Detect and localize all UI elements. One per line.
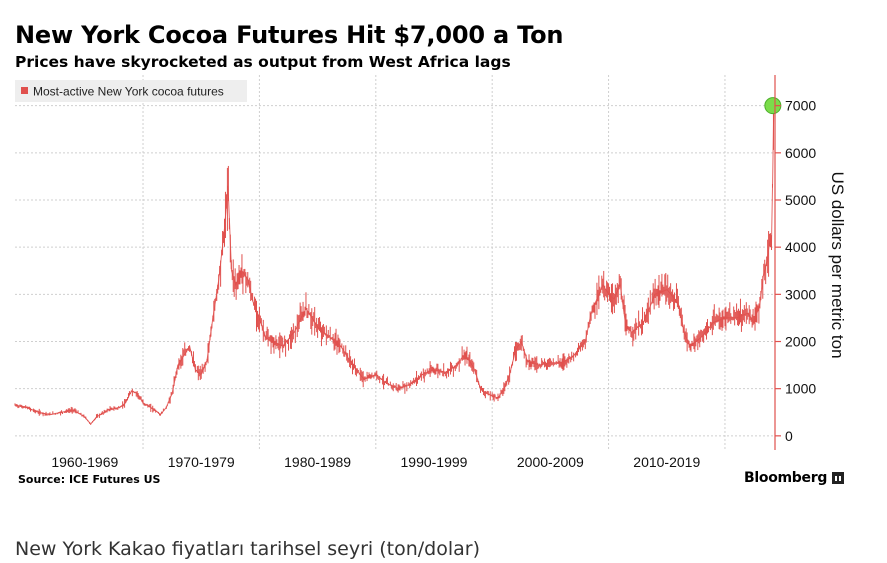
axis-layer: 0 1000 2000 3000 4000 5000 6000 7000 1960-1969 19… xyxy=(51,75,816,470)
y-tick-label: 3000 xyxy=(785,286,816,302)
x-tick-label: 1990-1999 xyxy=(401,454,468,470)
y-tick-label: 0 xyxy=(785,428,793,444)
image-caption: New York Kakao fiyatları tarihsel seyri … xyxy=(15,538,480,560)
cocoa-price-chart: Most-active New York cocoa futures 0 1000… xyxy=(14,75,847,470)
y-tick-label: 7000 xyxy=(785,98,816,114)
chart-title: New York Cocoa Futures Hit $7,000 a Ton xyxy=(15,21,564,49)
source-note: Source: ICE Futures US xyxy=(18,473,161,486)
chart-subtitle: Prices have skyrocketed as output from W… xyxy=(15,53,511,71)
y-tick-label: 5000 xyxy=(785,192,816,208)
x-tick-label: 1970-1979 xyxy=(168,454,235,470)
legend: Most-active New York cocoa futures xyxy=(15,80,247,102)
y-axis-label: US dollars per metric ton xyxy=(828,171,847,358)
x-tick-label: 1980-1989 xyxy=(284,454,351,470)
bloomberg-terminal-icon xyxy=(832,472,845,484)
x-tick-label: 2000-2009 xyxy=(517,454,584,470)
legend-swatch xyxy=(21,87,28,94)
x-tick-label: 2010-2019 xyxy=(633,454,700,470)
y-tick-label: 6000 xyxy=(785,145,816,161)
y-tick-label: 1000 xyxy=(785,381,816,397)
legend-label: Most-active New York cocoa futures xyxy=(33,85,224,99)
x-tick-label: 1960-1969 xyxy=(51,454,118,470)
price-line xyxy=(14,105,775,425)
y-tick-label: 4000 xyxy=(785,239,816,255)
bloomberg-logo: Bloomberg xyxy=(744,470,845,486)
legend-box xyxy=(15,80,247,102)
series-layer xyxy=(14,97,782,425)
grid-layer xyxy=(15,75,775,450)
brand-name: Bloomberg xyxy=(744,470,828,486)
y-tick-label: 2000 xyxy=(785,334,816,350)
